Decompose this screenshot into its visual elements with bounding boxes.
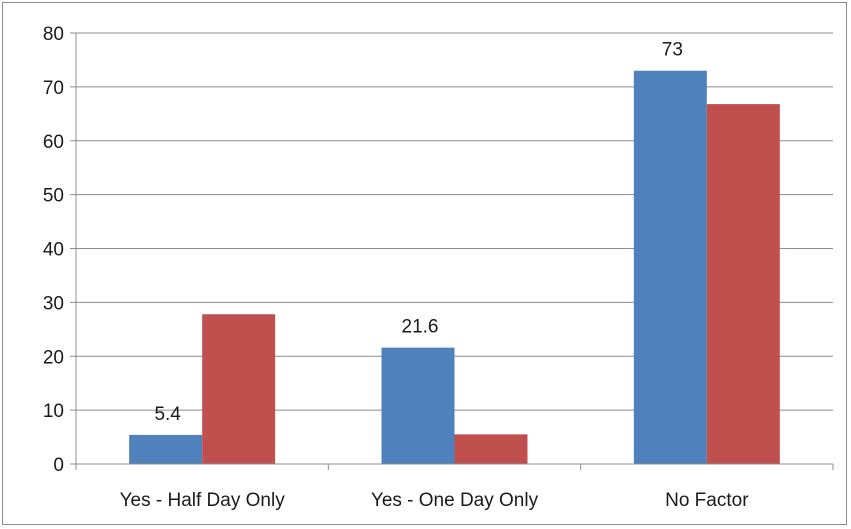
x-tick-label-1: Yes - One Day Only (371, 490, 539, 511)
y-tick-label-0: 0 (53, 455, 64, 476)
data-label-series0-2: 73 (662, 40, 683, 61)
data-labels: 5.4 21.6 73 (154, 40, 682, 425)
axes (70, 32, 834, 470)
y-tick-label-60: 60 (43, 132, 64, 153)
x-tick-label-0: Yes - Half Day Only (120, 490, 286, 511)
bar-series0-2 (633, 70, 707, 465)
data-label-series0-1: 21.6 (402, 317, 439, 338)
y-tick-label-80: 80 (43, 24, 64, 45)
y-tick-label-70: 70 (43, 78, 64, 99)
bar-series0-0 (129, 434, 203, 464)
x-tick-labels: Yes - Half Day Only Yes - One Day Only No … (120, 490, 750, 511)
bar-series1-2 (706, 104, 780, 465)
y-tick-label-30: 30 (43, 293, 64, 314)
bar-series0-1 (381, 347, 455, 464)
bar-series1-1 (454, 434, 528, 464)
y-tick-label-50: 50 (43, 186, 64, 207)
bars (129, 70, 780, 465)
y-tick-labels: 0 10 20 30 40 50 60 70 80 (43, 24, 64, 476)
y-tick-label-20: 20 (43, 347, 64, 368)
y-tick-label-40: 40 (43, 240, 64, 261)
data-label-series0-0: 5.4 (154, 404, 181, 425)
x-tick-label-2: No Factor (665, 490, 749, 511)
bar-series1-0 (202, 314, 276, 464)
y-tick-label-10: 10 (43, 401, 64, 422)
